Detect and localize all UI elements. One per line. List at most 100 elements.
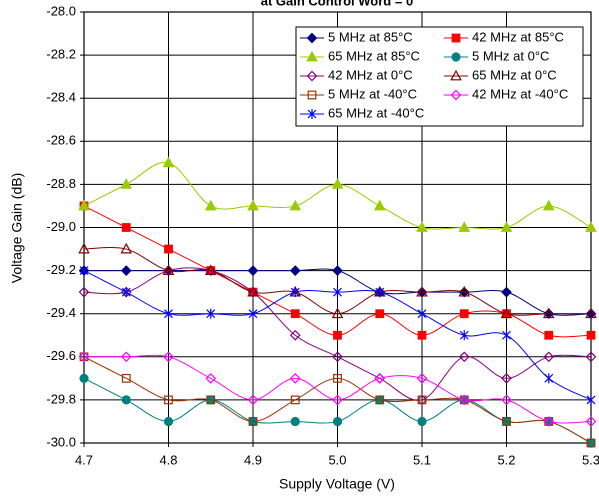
marker: [120, 178, 133, 189]
marker: [417, 395, 427, 405]
marker: [459, 330, 469, 341]
y-tick-label: -29.0: [46, 219, 76, 234]
marker: [501, 394, 512, 406]
marker: [289, 199, 302, 211]
marker: [333, 287, 342, 298]
marker: [458, 285, 471, 297]
marker: [332, 265, 343, 276]
marker: [375, 287, 385, 298]
marker: [247, 394, 259, 406]
marker: [544, 373, 554, 384]
marker: [306, 32, 318, 44]
x-tick-label: 5.0: [328, 452, 346, 467]
y-axis-label: Voltage Gain (dB): [9, 173, 25, 284]
marker: [121, 287, 131, 298]
x-tick-label: 4.7: [75, 452, 93, 467]
legend-label: 5 MHz at 85°C: [328, 29, 413, 44]
y-tick-label: -29.4: [46, 305, 76, 320]
marker: [120, 265, 132, 276]
marker: [162, 264, 175, 275]
marker: [502, 417, 511, 426]
x-tick-label: 4.8: [159, 452, 177, 467]
marker: [164, 244, 173, 254]
marker: [306, 50, 318, 62]
marker: [586, 394, 596, 405]
marker: [307, 109, 317, 119]
marker: [331, 178, 344, 189]
marker: [374, 373, 386, 384]
marker: [307, 90, 317, 100]
marker: [247, 285, 259, 297]
marker: [79, 373, 89, 383]
marker: [120, 351, 132, 363]
legend-label: 42 MHz at 0°C: [328, 67, 413, 82]
marker: [417, 416, 427, 427]
marker: [204, 199, 217, 211]
marker: [375, 309, 385, 319]
marker: [451, 52, 461, 62]
marker: [501, 373, 512, 384]
y-tick-label: -29.2: [46, 262, 76, 277]
chart-title: at Gain Control Word = 0: [261, 0, 414, 8]
marker: [586, 330, 596, 340]
legend-label: 65 MHz at 0°C: [472, 67, 557, 82]
marker: [206, 395, 216, 405]
marker: [120, 242, 133, 254]
marker: [450, 89, 462, 101]
marker: [78, 242, 90, 254]
x-tick-label: 5.1: [413, 452, 431, 467]
marker: [290, 416, 300, 427]
marker: [502, 330, 511, 341]
marker: [205, 265, 217, 276]
x-tick-label: 4.9: [244, 452, 262, 467]
y-tick-label: -30.0: [46, 434, 76, 449]
marker: [306, 70, 318, 82]
marker: [289, 265, 301, 276]
y-tick-label: -29.8: [46, 391, 76, 406]
y-tick-label: -28.6: [46, 133, 76, 148]
marker: [163, 416, 174, 427]
series-line: [83, 356, 592, 444]
marker: [164, 308, 173, 319]
marker: [417, 330, 427, 340]
marker: [290, 287, 300, 298]
marker: [500, 221, 513, 232]
marker: [205, 373, 217, 384]
marker: [585, 351, 597, 363]
legend-label: 5 MHz at -40°C: [328, 86, 417, 101]
marker: [333, 373, 342, 383]
marker: [331, 307, 344, 319]
marker: [289, 329, 301, 341]
y-tick-label: -28.4: [46, 90, 76, 105]
legend: [295, 26, 584, 127]
marker: [543, 416, 555, 427]
marker: [450, 69, 462, 81]
marker: [500, 307, 513, 319]
legend-label: 65 MHz at -40°C: [328, 105, 424, 120]
marker: [121, 223, 131, 232]
y-tick-label: -28.0: [46, 3, 76, 18]
marker: [332, 416, 343, 427]
marker: [204, 264, 217, 275]
marker: [416, 394, 428, 406]
marker: [542, 199, 555, 211]
marker: [544, 330, 554, 340]
marker: [416, 373, 428, 384]
x-tick-label: 5.2: [497, 452, 515, 467]
legend-label: 65 MHz at 85°C: [328, 48, 420, 63]
marker: [78, 286, 90, 298]
marker: [458, 394, 470, 406]
marker: [121, 373, 131, 383]
marker: [333, 330, 342, 340]
marker: [78, 351, 90, 363]
marker: [451, 33, 461, 43]
marker: [78, 199, 90, 211]
marker: [247, 265, 259, 276]
y-tick-label: -28.2: [46, 47, 76, 62]
legend-label: 42 MHz at 85°C: [472, 29, 564, 44]
marker: [162, 156, 175, 168]
marker: [375, 395, 385, 405]
marker: [79, 265, 89, 276]
marker: [585, 221, 597, 232]
